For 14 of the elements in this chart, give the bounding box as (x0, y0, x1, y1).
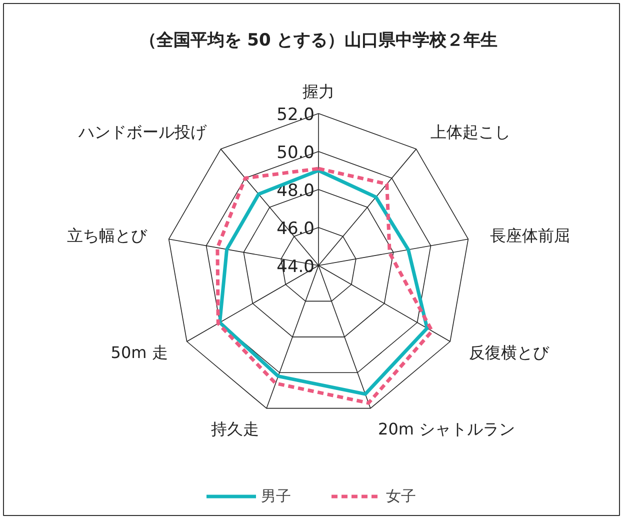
y-tick-label: 50.0 (276, 143, 315, 163)
spoke-label: 反復横とび (469, 343, 550, 362)
spoke-label: 立ち幅とび (67, 226, 148, 245)
chart-title: （全国平均を 50 とする）山口県中学校２年生 (139, 30, 498, 50)
legend-label: 女子 (386, 486, 416, 506)
spoke-label: ハンドボール投げ (78, 122, 208, 142)
y-tick-label: 52.0 (276, 105, 315, 125)
legend-label: 男子 (261, 486, 291, 506)
spoke-label: 長座体前屈 (490, 226, 570, 245)
spoke-label: 持久走 (210, 420, 259, 439)
spoke-label: 上体起こし (430, 122, 510, 142)
spoke-label: 握力 (302, 82, 334, 101)
spoke-label: 50m 走 (110, 343, 168, 362)
spoke-label: 20m シャトルラン (378, 420, 516, 439)
